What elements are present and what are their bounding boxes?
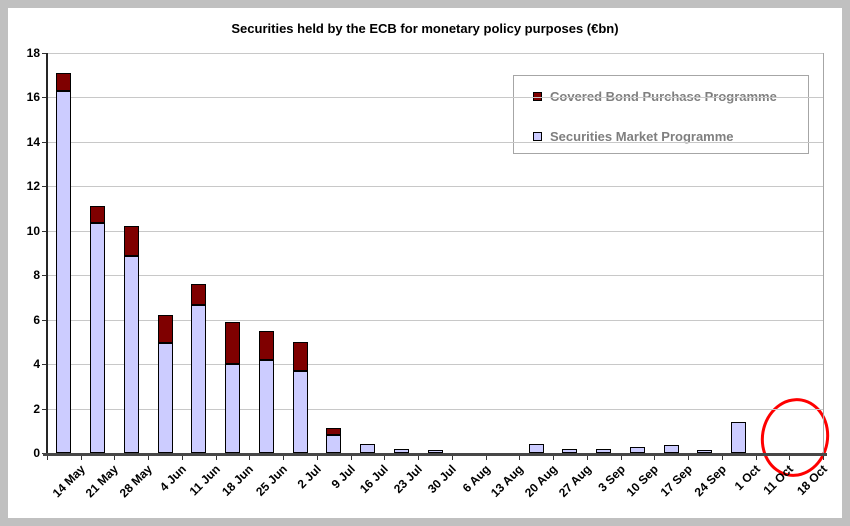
bar-segment-smp bbox=[124, 256, 139, 453]
legend-item-cbpp: Covered Bond Purchase Programme bbox=[533, 88, 777, 104]
y-tickmark bbox=[42, 97, 47, 99]
y-axis bbox=[46, 53, 48, 453]
x-tickmark bbox=[789, 456, 790, 460]
bar-segment-smp bbox=[293, 371, 308, 453]
bar-segment-smp bbox=[596, 449, 611, 453]
x-tickmark bbox=[722, 456, 723, 460]
bar-segment-smp bbox=[562, 449, 577, 453]
y-tick-label: 10 bbox=[26, 223, 40, 238]
x-tickmark bbox=[317, 456, 318, 460]
bar-segment-smp bbox=[225, 364, 240, 453]
y-tick-label: 8 bbox=[33, 268, 40, 283]
x-tickmark bbox=[47, 456, 48, 460]
y-tick-label: 6 bbox=[33, 312, 40, 327]
y-tickmark bbox=[42, 319, 47, 321]
x-tickmark bbox=[351, 456, 352, 460]
gridline bbox=[47, 230, 823, 232]
plot-right-border bbox=[823, 53, 824, 453]
x-tickmark bbox=[283, 456, 284, 460]
gridline bbox=[47, 53, 823, 54]
x-tickmark bbox=[249, 456, 250, 460]
x-tickmark bbox=[688, 456, 689, 460]
legend-item-smp: Securities Market Programme bbox=[533, 128, 734, 144]
gridline bbox=[47, 364, 823, 366]
y-tickmark bbox=[42, 230, 47, 232]
chart-title: Securities held by the ECB for monetary … bbox=[231, 21, 619, 36]
bar-segment-smp bbox=[360, 444, 375, 453]
bar-segment-cbpp bbox=[56, 73, 71, 91]
y-tick-label: 4 bbox=[33, 357, 40, 372]
y-tickmark bbox=[42, 408, 47, 410]
bar-segment-cbpp bbox=[191, 284, 206, 305]
x-tickmark bbox=[486, 456, 487, 460]
bar-segment-cbpp bbox=[225, 322, 240, 364]
y-tickmark bbox=[42, 275, 47, 277]
cbpp-swatch-icon bbox=[533, 91, 542, 101]
y-tick-label: 18 bbox=[26, 46, 40, 60]
y-tickmark bbox=[42, 364, 47, 366]
y-tick-label: 2 bbox=[33, 401, 40, 416]
y-tickmark bbox=[42, 141, 47, 143]
x-tickmark bbox=[418, 456, 419, 460]
bar-segment-smp bbox=[697, 450, 712, 453]
legend: Covered Bond Purchase Programme Securiti… bbox=[513, 75, 809, 154]
bar-segment-cbpp bbox=[90, 206, 105, 223]
bar-segment-smp bbox=[56, 91, 71, 453]
x-tickmark bbox=[621, 456, 622, 460]
x-tickmark bbox=[654, 456, 655, 460]
y-tickmark bbox=[42, 186, 47, 188]
bar-segment-smp bbox=[428, 450, 443, 453]
bar-segment-smp bbox=[191, 305, 206, 453]
y-tick-label: 14 bbox=[26, 134, 40, 149]
x-tickmark bbox=[148, 456, 149, 460]
gridline bbox=[47, 97, 823, 99]
y-tickmark bbox=[42, 53, 47, 54]
x-tickmark bbox=[553, 456, 554, 460]
x-tickmark bbox=[452, 456, 453, 460]
gridline bbox=[47, 319, 823, 321]
gridline bbox=[47, 141, 823, 143]
legend-label-cbpp: Covered Bond Purchase Programme bbox=[550, 88, 777, 104]
bar-segment-cbpp bbox=[326, 428, 341, 435]
x-tickmark bbox=[182, 456, 183, 460]
bar-segment-smp bbox=[259, 360, 274, 453]
gridline bbox=[47, 408, 823, 410]
x-tickmark bbox=[756, 456, 757, 460]
bar-segment-smp bbox=[731, 422, 746, 453]
x-tickmark bbox=[519, 456, 520, 460]
bar-segment-smp bbox=[529, 444, 544, 453]
bar-segment-cbpp bbox=[124, 226, 139, 256]
bar-segment-smp bbox=[326, 435, 341, 453]
bar-segment-smp bbox=[630, 447, 645, 453]
x-tickmark bbox=[384, 456, 385, 460]
x-tickmark bbox=[114, 456, 115, 460]
gridline bbox=[47, 186, 823, 188]
x-axis bbox=[43, 453, 827, 456]
y-tick-label: 12 bbox=[26, 179, 40, 194]
bar-segment-smp bbox=[664, 445, 679, 453]
legend-label-smp: Securities Market Programme bbox=[550, 128, 734, 144]
gridline bbox=[47, 275, 823, 277]
bar-segment-smp bbox=[158, 343, 173, 453]
y-tick-label: 0 bbox=[33, 446, 40, 460]
x-tickmark bbox=[81, 456, 82, 460]
bar-segment-cbpp bbox=[158, 315, 173, 343]
y-tick-label: 16 bbox=[26, 90, 40, 105]
x-tickmark bbox=[823, 456, 824, 460]
x-tickmark bbox=[216, 456, 217, 460]
x-tickmark bbox=[587, 456, 588, 460]
bar-segment-smp bbox=[394, 449, 409, 453]
bar-segment-smp bbox=[90, 223, 105, 453]
smp-swatch-icon bbox=[533, 131, 542, 141]
bar-segment-cbpp bbox=[259, 331, 274, 360]
bar-segment-cbpp bbox=[293, 342, 308, 371]
